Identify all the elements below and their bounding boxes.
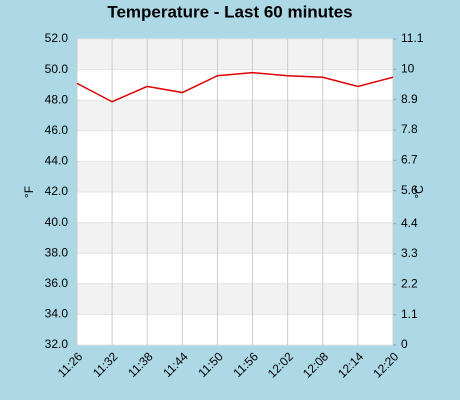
chart-title: Temperature - Last 60 minutes bbox=[107, 2, 352, 21]
y-tick-label: 42.0 bbox=[45, 184, 69, 198]
y-tick-label: 40.0 bbox=[45, 215, 69, 229]
y-tick-label: 38.0 bbox=[45, 245, 69, 259]
band bbox=[77, 39, 393, 70]
band bbox=[77, 222, 393, 254]
y2-tick-label: 4.4 bbox=[401, 216, 418, 230]
y2-tick-label: 3.3 bbox=[401, 246, 418, 260]
x-tick-label: 11:26 bbox=[55, 349, 86, 380]
y2-tick-label: 0 bbox=[401, 337, 408, 351]
band bbox=[77, 283, 393, 315]
x-tick-label: 11:50 bbox=[195, 349, 226, 380]
x-tick-label: 12:20 bbox=[370, 349, 401, 380]
y2-tick-label: 8.9 bbox=[401, 92, 418, 106]
y-tick-label: 36.0 bbox=[45, 276, 69, 290]
line bbox=[76, 71, 394, 103]
x-tick-label: 11:38 bbox=[125, 349, 156, 380]
band bbox=[77, 161, 393, 192]
x-tick-label: 11:32 bbox=[90, 349, 121, 380]
y2-tick-label: 10 bbox=[401, 61, 415, 75]
x-tick-label: 12:02 bbox=[265, 349, 296, 380]
y-tick-label: 44.0 bbox=[45, 154, 69, 168]
y-tick-label: 48.0 bbox=[45, 92, 69, 106]
y2-axis-label: °C bbox=[412, 185, 426, 199]
x-tick-label: 12:08 bbox=[300, 349, 331, 380]
y2-tick-label: 7.8 bbox=[401, 122, 418, 136]
band bbox=[77, 100, 393, 131]
x-tick-label: 11:56 bbox=[230, 349, 261, 380]
x-tick-label: 12:14 bbox=[335, 349, 366, 380]
y-axis-label: °F bbox=[22, 186, 36, 198]
y-tick-label: 52.0 bbox=[45, 31, 69, 45]
y2-tick-label: 6.7 bbox=[401, 152, 418, 166]
y-tick-label: 32.0 bbox=[45, 337, 69, 351]
y2-tick-label: 2.2 bbox=[401, 277, 418, 291]
x-tick-label: 11:44 bbox=[160, 349, 191, 380]
y2-tick-label: 11.1 bbox=[401, 31, 424, 45]
y2-tick-label: 5.6 bbox=[401, 183, 418, 197]
y2-tick-label: 1.1 bbox=[401, 307, 418, 321]
y-tick-label: 46.0 bbox=[45, 123, 69, 137]
y-tick-label: 50.0 bbox=[45, 62, 69, 76]
y-tick-label: 34.0 bbox=[45, 307, 69, 321]
